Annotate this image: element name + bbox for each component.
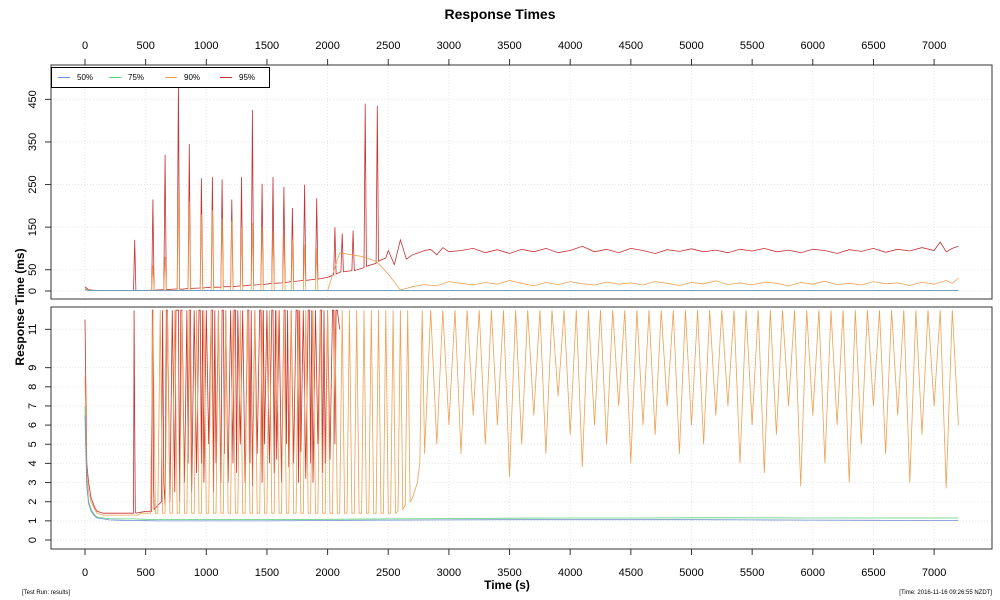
x-tick-label-top: 6500	[861, 40, 885, 52]
y-tick-label: 150	[27, 218, 39, 236]
x-tick-label-bottom: 6500	[861, 567, 885, 579]
legend-item-90: 90%	[165, 73, 200, 82]
x-tick-label-bottom: 4500	[619, 567, 643, 579]
legend-item-50: 50%	[58, 73, 93, 82]
panel-background	[51, 65, 992, 299]
footer-test-run: [Test Run: results]	[22, 590, 71, 596]
legend-swatch-50	[58, 77, 70, 78]
x-tick-label-top: 5000	[679, 40, 703, 52]
y-tick-label: 6	[27, 422, 39, 428]
legend-label-50: 50%	[77, 73, 94, 82]
legend-item-75: 75%	[109, 73, 144, 82]
x-tick-label-top: 1500	[255, 40, 279, 52]
x-tick-label-top: 2500	[376, 40, 400, 52]
y-tick-label: 3	[27, 479, 39, 485]
chart-legend: 50% 75% 90% 95%	[51, 67, 270, 88]
y-tick-label: 250	[27, 175, 39, 193]
y-tick-label: 2	[27, 499, 39, 505]
y-tick-label: 4	[27, 460, 39, 466]
legend-label-95: 95%	[239, 73, 256, 82]
y-tick-label: 7	[27, 403, 39, 409]
x-tick-label-top: 2000	[315, 40, 339, 52]
x-tick-label-bottom: 0	[82, 567, 88, 579]
x-tick-label-bottom: 5000	[679, 567, 703, 579]
panel-frame	[50, 306, 993, 550]
x-tick-label-bottom: 4000	[558, 567, 582, 579]
y-tick-label: 0	[27, 537, 39, 543]
legend-item-95: 95%	[220, 73, 255, 82]
y-tick-label: 9	[27, 365, 39, 371]
x-tick-label-top: 6000	[801, 40, 825, 52]
x-axis-label: Time (s)	[484, 578, 530, 592]
series-line-90	[84, 310, 959, 516]
panel-frame	[50, 64, 993, 300]
panel-background	[51, 307, 992, 549]
y-tick-label: 350	[27, 133, 39, 151]
x-tick-label-bottom: 2500	[376, 567, 400, 579]
x-tick-label-bottom: 5500	[740, 567, 764, 579]
x-tick-label-top: 1000	[194, 40, 218, 52]
legend-swatch-75	[109, 77, 121, 78]
x-tick-label-bottom: 6000	[801, 567, 825, 579]
x-tick-label-top: 0	[82, 40, 88, 52]
y-axis-label: Response Time (ms)	[13, 248, 27, 366]
series-line-75	[84, 405, 959, 520]
legend-label-75: 75%	[128, 73, 145, 82]
x-tick-label-bottom: 1000	[194, 567, 218, 579]
series-line-50	[84, 415, 959, 522]
legend-label-90: 90%	[184, 73, 201, 82]
y-tick-label: 5	[27, 441, 39, 447]
x-tick-label-top: 5500	[740, 40, 764, 52]
x-tick-label-bottom: 3500	[497, 567, 521, 579]
y-tick-label: 0	[27, 288, 39, 294]
x-tick-label-top: 3500	[497, 40, 521, 52]
footer-timestamp: [Time: 2016-11-16 09:26:55 NZDT]	[899, 590, 992, 596]
x-tick-label-top: 4500	[619, 40, 643, 52]
x-tick-label-top: 3000	[437, 40, 461, 52]
x-tick-label-bottom: 3000	[437, 567, 461, 579]
x-tick-label-top: 7000	[922, 40, 946, 52]
legend-swatch-90	[165, 77, 177, 78]
x-tick-label-top: 500	[136, 40, 154, 52]
x-tick-label-bottom: 7000	[922, 567, 946, 579]
chart-title: Response Times	[444, 6, 556, 22]
x-tick-label-top: 4000	[558, 40, 582, 52]
y-tick-label: 450	[27, 90, 39, 108]
y-tick-label: 1	[27, 518, 39, 524]
series-line-50	[84, 289, 959, 292]
y-tick-label: 11	[27, 324, 39, 335]
x-tick-label-bottom: 2000	[315, 567, 339, 579]
y-tick-label: 8	[27, 384, 39, 390]
series-line-95	[84, 309, 341, 514]
x-tick-label-bottom: 1500	[255, 567, 279, 579]
legend-swatch-95	[220, 77, 232, 78]
x-tick-label-bottom: 500	[136, 567, 154, 579]
y-tick-label: 50	[27, 264, 39, 276]
